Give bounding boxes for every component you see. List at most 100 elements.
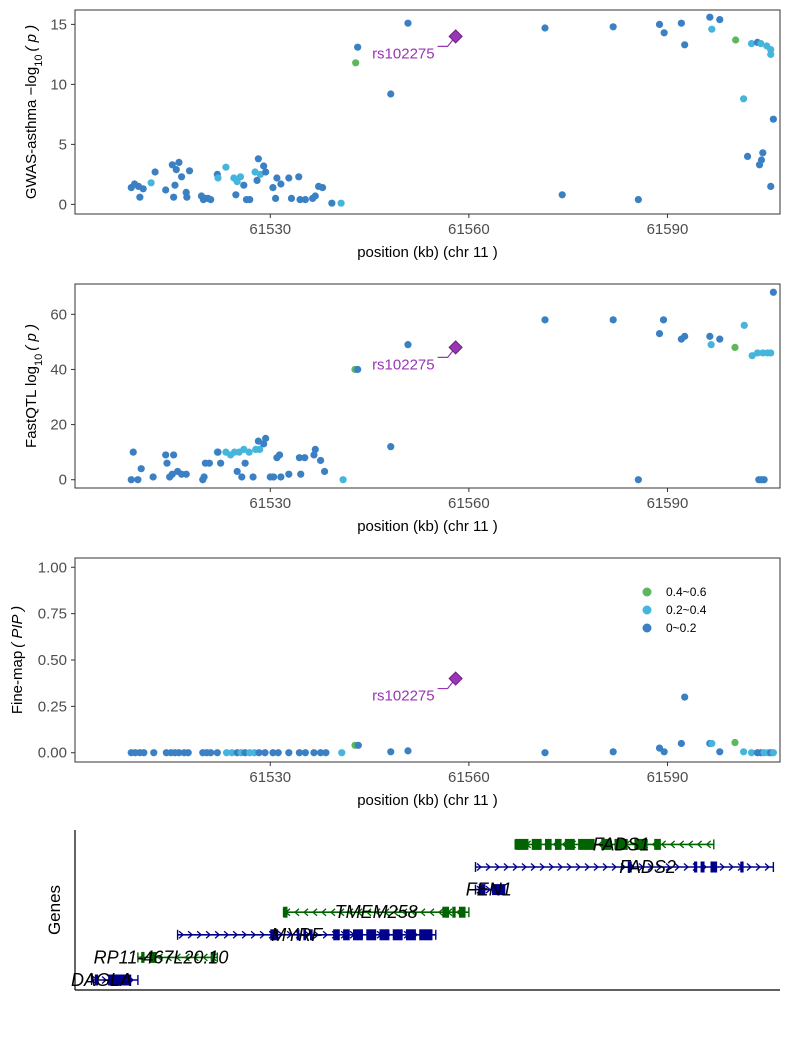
data-point: [655, 330, 664, 338]
data-point: [129, 448, 137, 456]
y-axis-title: GWAS-asthma −log10 ( p ): [23, 25, 45, 199]
data-point: [269, 749, 277, 757]
strand-arrow: [402, 908, 408, 917]
data-point: [655, 20, 664, 28]
data-point: [260, 162, 268, 170]
y-tick-label: 0.25: [38, 698, 67, 715]
data-point: [354, 741, 362, 749]
data-point: [175, 158, 183, 166]
data-point: [222, 749, 231, 757]
exon: [654, 838, 661, 850]
data-point: [708, 739, 716, 748]
y-tick-label: 40: [50, 361, 67, 378]
strand-arrow: [719, 863, 725, 871]
exon: [452, 906, 456, 918]
data-point: [769, 749, 777, 757]
data-point: [769, 115, 777, 123]
data-point: [757, 40, 765, 48]
data-point: [760, 476, 768, 484]
gene-label: TMEM258: [335, 902, 418, 922]
data-point: [295, 454, 304, 462]
data-point: [233, 467, 241, 476]
strand-arrow: [638, 863, 644, 871]
strand-arrow: [357, 908, 363, 917]
data-point: [140, 749, 148, 757]
data-point: [660, 29, 668, 37]
exon: [478, 884, 486, 896]
exon: [564, 838, 575, 850]
data-point: [659, 316, 668, 324]
y-tick-label: 60: [50, 306, 67, 323]
strand-arrow: [101, 976, 108, 984]
data-point: [316, 456, 325, 465]
x-axis-title: position (kb) (chr 11 ): [357, 518, 498, 535]
data-point: [769, 288, 777, 296]
y-tick-label: 10: [50, 76, 67, 93]
data-point: [205, 459, 213, 467]
data-point: [274, 749, 282, 757]
data-point: [707, 341, 715, 349]
data-point: [253, 176, 261, 184]
data-point: [322, 749, 330, 757]
gene-label: RP11-467L20.10: [94, 947, 229, 967]
x-tick-label: 61530: [249, 495, 291, 512]
data-point: [732, 36, 740, 44]
data-point: [297, 470, 305, 478]
data-point: [177, 173, 186, 181]
data-point: [240, 181, 248, 189]
strand-arrow: [259, 930, 266, 939]
strand-arrow: [611, 863, 617, 871]
exon: [141, 951, 145, 963]
data-point: [262, 168, 270, 176]
data-point: [339, 476, 347, 484]
data-point: [387, 90, 395, 98]
y-axis-title-tail: ( p ): [23, 324, 40, 351]
lead-snp-marker: [448, 29, 463, 44]
data-point: [767, 182, 775, 190]
strand-arrow: [485, 863, 491, 871]
strand-arrow: [602, 863, 608, 871]
data-point: [151, 168, 159, 176]
data-point: [352, 59, 360, 67]
y-tick-label: 15: [50, 16, 67, 33]
data-point: [338, 749, 346, 757]
data-point: [260, 440, 268, 448]
strand-arrow: [669, 840, 676, 849]
data-point: [295, 749, 304, 757]
data-point: [168, 470, 176, 478]
data-point: [747, 40, 756, 48]
exon: [379, 929, 390, 941]
strand-arrow: [705, 840, 712, 849]
exon: [627, 861, 632, 873]
data-point: [271, 194, 280, 202]
data-point: [262, 434, 270, 442]
strand-arrow: [647, 863, 653, 871]
data-point: [301, 196, 309, 204]
gene-label: FEN1: [466, 880, 512, 900]
data-point: [320, 467, 329, 476]
exon: [700, 861, 705, 873]
exon: [310, 929, 313, 941]
strand-arrow: [660, 840, 667, 849]
strand-arrow: [438, 908, 444, 917]
y-axis-title-sub: 10: [33, 55, 45, 67]
data-point: [747, 749, 756, 757]
y-axis-title: Fine-map ( PIP ): [9, 606, 26, 714]
strand-arrow: [687, 840, 694, 849]
data-point: [634, 476, 642, 484]
strand-arrow: [214, 930, 221, 939]
strand-arrow: [512, 863, 518, 871]
data-point: [541, 24, 549, 32]
x-tick-label: 61530: [249, 221, 291, 238]
strand-arrow: [566, 863, 572, 871]
data-point: [287, 194, 296, 202]
exon: [210, 951, 215, 963]
data-point: [170, 193, 178, 201]
strand-arrow: [696, 840, 703, 849]
y-axis-title-sub: 10: [33, 354, 45, 366]
exon: [283, 906, 288, 918]
strand-arrow: [548, 863, 554, 871]
strand-arrow: [429, 908, 435, 917]
strand-arrow: [330, 908, 336, 917]
data-point: [163, 459, 171, 467]
